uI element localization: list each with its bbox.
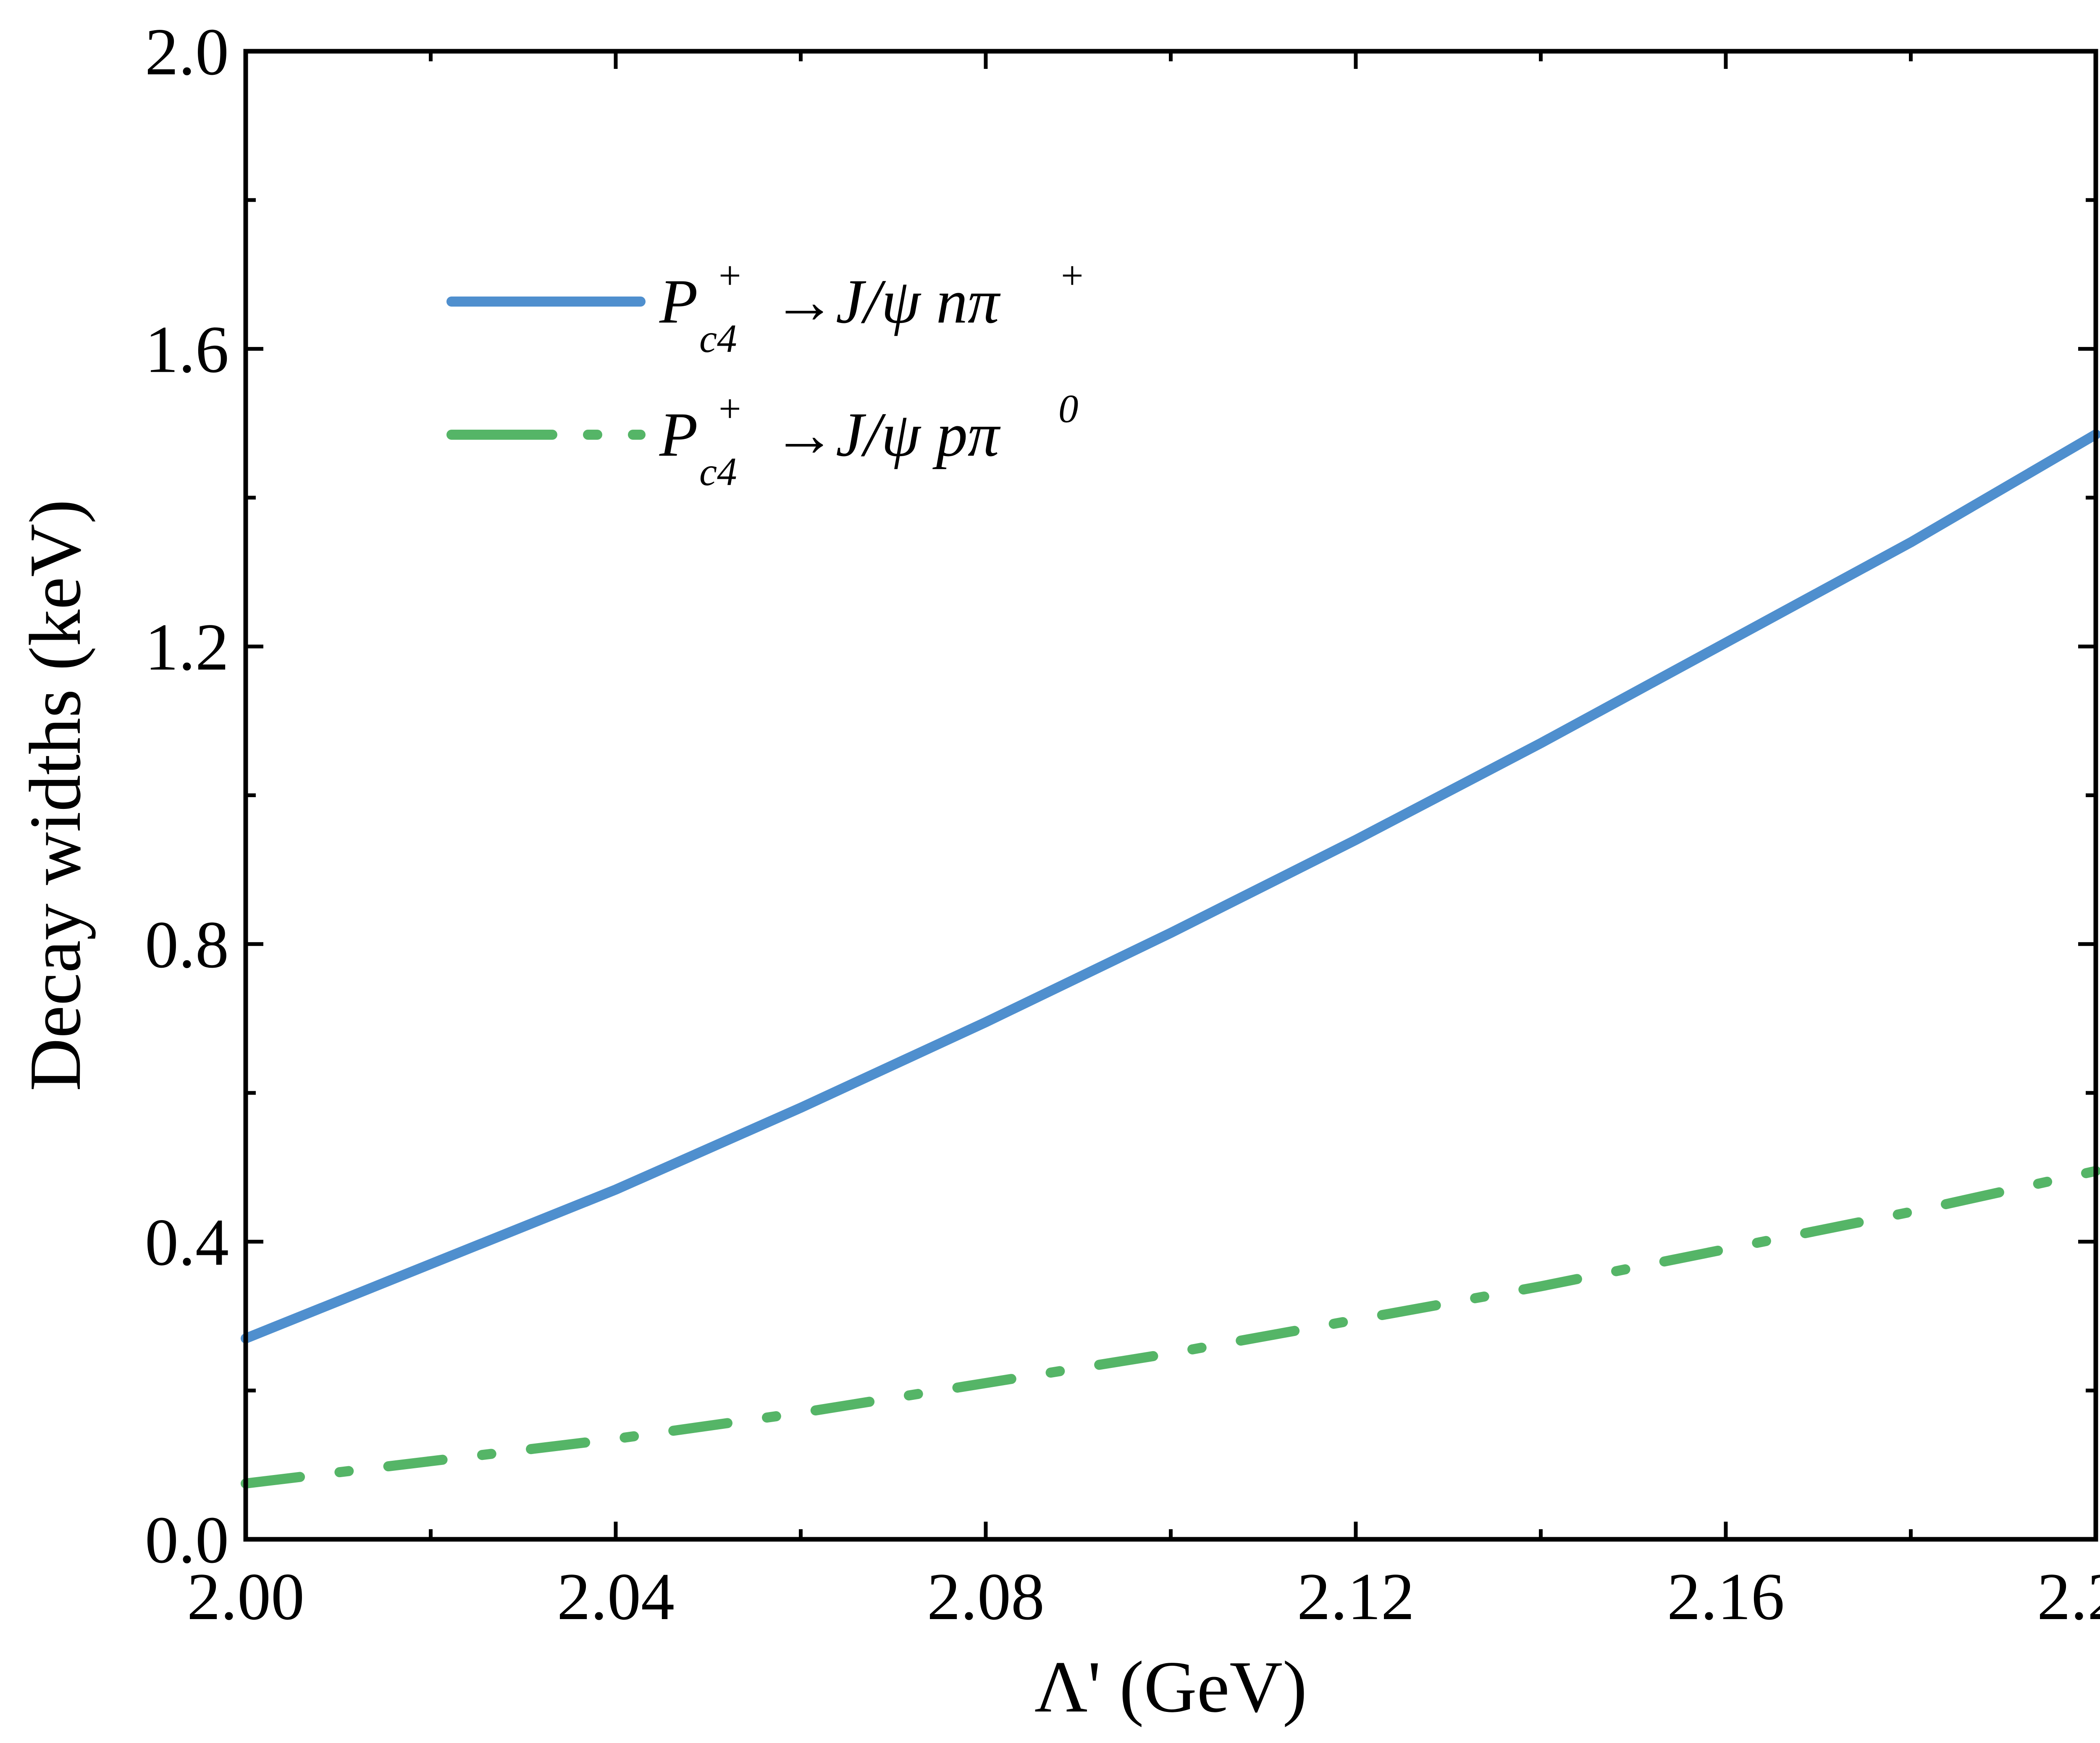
series-layer [241, 429, 2100, 1489]
series-line-2 [241, 1166, 2100, 1489]
series-line-1 [241, 429, 2100, 1344]
y-tick-label: 0.0 [145, 1502, 229, 1577]
plot-frame [243, 49, 2098, 1542]
x-axis-title: Λ' (GeV) [1034, 1646, 1307, 1727]
legend-rest: →J/ψ nπ [773, 267, 1001, 336]
legend-rest: →J/ψ pπ [773, 400, 1001, 470]
legend-sub: c4 [699, 449, 737, 494]
y-tick-label: 2.0 [145, 14, 229, 89]
x-tick-label: 2.08 [927, 1559, 1045, 1634]
legend-sup: + [716, 386, 743, 431]
x-tick-label: 2.00 [187, 1559, 304, 1634]
y-axis-title: Decay widths (keV) [14, 499, 96, 1091]
legend-label-2: P + c4 →J/ψ pπ 0 [659, 386, 1079, 494]
legend-sub: c4 [699, 316, 737, 361]
legend-label-1: P + c4 →J/ψ nπ + [659, 253, 1085, 361]
x-tick-label: 2.04 [557, 1559, 675, 1634]
x-tick-label: 2.16 [1667, 1559, 1785, 1634]
y-tick-label: 0.8 [145, 907, 229, 982]
y-tick-label: 1.6 [145, 312, 229, 387]
y-tick-label: 1.2 [145, 609, 229, 684]
legend: P + c4 →J/ψ nπ + P + c4 →J/ψ pπ 0 [446, 253, 1085, 494]
x-tick-label: 2.20 [2037, 1559, 2100, 1634]
legend-p: P [659, 267, 698, 336]
legend-end-sup: + [1058, 253, 1085, 298]
legend-p: P [659, 400, 698, 470]
legend-sup: + [716, 253, 743, 298]
ticks-layer: 2.002.042.082.122.162.200.00.40.81.21.62… [145, 14, 2100, 1634]
legend-end-sup: 0 [1058, 386, 1079, 431]
y-tick-label: 0.4 [145, 1205, 229, 1279]
x-tick-label: 2.12 [1297, 1559, 1415, 1634]
